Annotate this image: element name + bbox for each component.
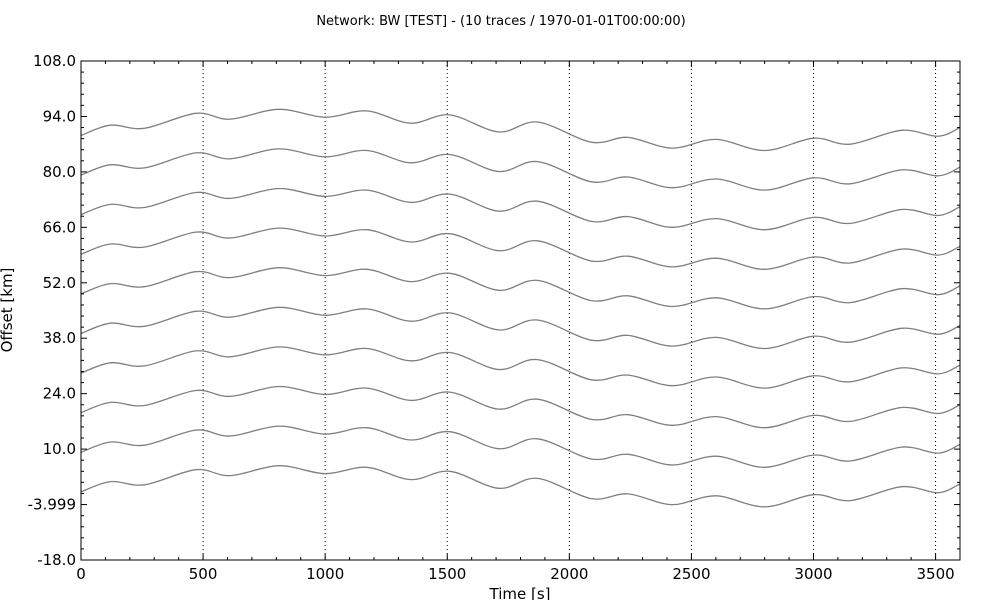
y-tick-label: 108.0 xyxy=(33,52,76,70)
chart-title: Network: BW [TEST] - (10 traces / 1970-0… xyxy=(316,14,685,29)
trace-line-4 xyxy=(80,346,961,389)
x-tick-label: 0 xyxy=(76,565,86,583)
x-tick-label: 500 xyxy=(189,565,218,583)
x-tick-label: 3500 xyxy=(916,565,954,583)
y-tick-label: 94.0 xyxy=(43,107,76,125)
trace-line-10 xyxy=(80,108,961,152)
trace-line-8 xyxy=(80,187,961,231)
y-tick-label: 38.0 xyxy=(43,329,76,347)
y-tick-label: -18.0 xyxy=(37,551,76,569)
traces xyxy=(80,108,961,508)
y-tick-label: 10.0 xyxy=(43,440,76,458)
y-tick-label: 80.0 xyxy=(43,163,76,181)
y-tick-label: -3.999 xyxy=(28,496,76,514)
plot-frame xyxy=(80,60,961,561)
trace-line-1 xyxy=(80,465,961,508)
y-tick-label: 24.0 xyxy=(43,385,76,403)
y-tick-label: 52.0 xyxy=(43,274,76,292)
y-axis-label: Offset [km] xyxy=(0,268,16,353)
x-tick-label: 1000 xyxy=(306,565,344,583)
y-tick-label: 66.0 xyxy=(43,218,76,236)
x-tick-label: 1500 xyxy=(428,565,466,583)
grid-lines xyxy=(202,61,937,560)
x-axis: 0 500 1000 1500 2000 2500 3000 3500 xyxy=(76,61,961,583)
x-tick-label: 3000 xyxy=(794,565,832,583)
x-axis-label: Time [s] xyxy=(489,585,551,600)
trace-line-6 xyxy=(80,267,961,310)
y-axis: -18.0 -3.999 10.0 24.0 38.0 52.0 66.0 80.0 94.0 1… xyxy=(28,52,960,569)
trace-line-5 xyxy=(80,306,961,350)
trace-line-2 xyxy=(80,425,961,468)
x-tick-label: 2000 xyxy=(550,565,588,583)
trace-line-9 xyxy=(80,148,961,191)
trace-line-3 xyxy=(80,385,961,429)
x-tick-label: 2500 xyxy=(672,565,710,583)
trace-line-7 xyxy=(80,227,961,270)
